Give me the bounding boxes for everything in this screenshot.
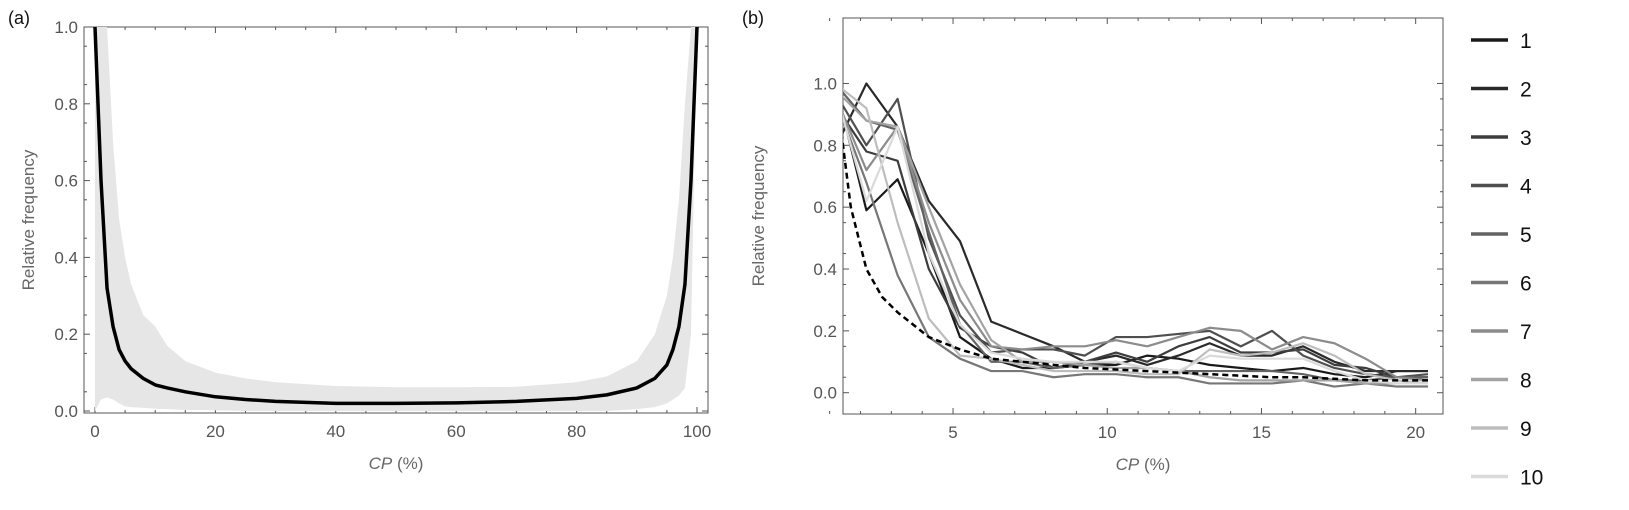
legend-item: 7 bbox=[1471, 321, 1532, 344]
series-line-3 bbox=[843, 114, 1428, 379]
legend-label: 3 bbox=[1520, 127, 1532, 150]
y-tick-label: 0.2 bbox=[54, 325, 78, 344]
x-axis-label: CP (%) bbox=[1116, 455, 1171, 474]
legend-item: 8 bbox=[1471, 370, 1532, 393]
mean-line bbox=[93, 27, 699, 406]
y-tick-label: 1.0 bbox=[54, 18, 78, 37]
legend-item: 3 bbox=[1471, 127, 1532, 150]
y-axis-label: Relative frequency bbox=[19, 149, 38, 290]
x-tick-label: 0 bbox=[90, 422, 99, 441]
series-line-4 bbox=[843, 97, 1429, 379]
legend-item: 1 bbox=[1471, 30, 1532, 53]
legend-item: 4 bbox=[1471, 176, 1532, 199]
legend-label: 4 bbox=[1520, 176, 1532, 199]
reference-dashed-line bbox=[843, 135, 1428, 382]
y-tick-label: 0.4 bbox=[813, 260, 837, 279]
plot-area bbox=[93, 27, 699, 411]
y-tick-label: 0.8 bbox=[813, 136, 837, 155]
plot-area bbox=[843, 82, 1429, 388]
legend-label: 6 bbox=[1520, 273, 1532, 296]
legend-item: 2 bbox=[1471, 79, 1532, 102]
y-tick-label: 0.8 bbox=[54, 95, 78, 114]
legend-item: 5 bbox=[1471, 224, 1532, 247]
y-axis-label: Relative frequency bbox=[749, 145, 768, 286]
x-tick-label: 100 bbox=[683, 422, 711, 441]
legend-label: 5 bbox=[1520, 224, 1532, 247]
panel-b: 5 10 15 20 0.0 0.2 0.4 0.6 0.8 1.0 CP (%) Relative … bbox=[742, 8, 1444, 474]
x-tick-label: 40 bbox=[326, 422, 345, 441]
legend-label: 10 bbox=[1520, 467, 1543, 490]
confidence-band bbox=[95, 27, 697, 411]
y-tick-label: 0.6 bbox=[54, 172, 78, 191]
legend: 1 2 3 4 5 6 7 8 9 10 bbox=[1471, 30, 1543, 490]
x-axis-label-var: CP bbox=[369, 454, 393, 473]
x-tick-label: 15 bbox=[1252, 423, 1271, 442]
panel-label: (a) bbox=[8, 8, 30, 28]
series-line-8 bbox=[843, 95, 1428, 385]
y-tick-label: 0.0 bbox=[813, 384, 837, 403]
x-tick-label: 5 bbox=[948, 423, 957, 442]
x-tick-label: 10 bbox=[1098, 423, 1117, 442]
x-tick-label: 20 bbox=[1406, 423, 1425, 442]
plot-frame bbox=[842, 17, 1444, 415]
series-line-9 bbox=[843, 88, 1429, 385]
x-tick-label: 60 bbox=[447, 422, 466, 441]
x-axis-label-var: CP bbox=[1116, 455, 1140, 474]
panel-label: (b) bbox=[742, 8, 764, 28]
y-tick-label: 0.0 bbox=[54, 402, 78, 421]
y-tick-label: 1.0 bbox=[813, 74, 837, 93]
y-tick-label: 0.4 bbox=[54, 248, 78, 267]
series-line-7 bbox=[843, 111, 1429, 382]
panel-a: 0 20 40 60 80 100 0.0 0.2 0.4 0.6 0.8 1.0 CP (%) Rela… bbox=[8, 8, 711, 473]
y-tick-label: 0.2 bbox=[813, 322, 837, 341]
legend-item: 9 bbox=[1471, 418, 1532, 441]
x-axis-label-unit: (%) bbox=[1139, 455, 1170, 474]
x-tick-label: 20 bbox=[206, 422, 225, 441]
series-line-2 bbox=[843, 82, 1428, 373]
legend-label: 9 bbox=[1520, 418, 1532, 441]
legend-item: 6 bbox=[1471, 273, 1532, 296]
series-line-10 bbox=[843, 113, 1428, 385]
x-tick-label: 80 bbox=[567, 422, 586, 441]
legend-label: 2 bbox=[1520, 79, 1532, 102]
x-axis-label-unit: (%) bbox=[392, 454, 423, 473]
legend-label: 7 bbox=[1520, 321, 1532, 344]
x-axis-label: CP (%) bbox=[369, 454, 424, 473]
y-tick-label: 0.6 bbox=[813, 198, 837, 217]
legend-label: 1 bbox=[1520, 30, 1532, 53]
series-line-6 bbox=[843, 116, 1428, 388]
legend-label: 8 bbox=[1520, 370, 1532, 393]
legend-item: 10 bbox=[1471, 467, 1543, 490]
